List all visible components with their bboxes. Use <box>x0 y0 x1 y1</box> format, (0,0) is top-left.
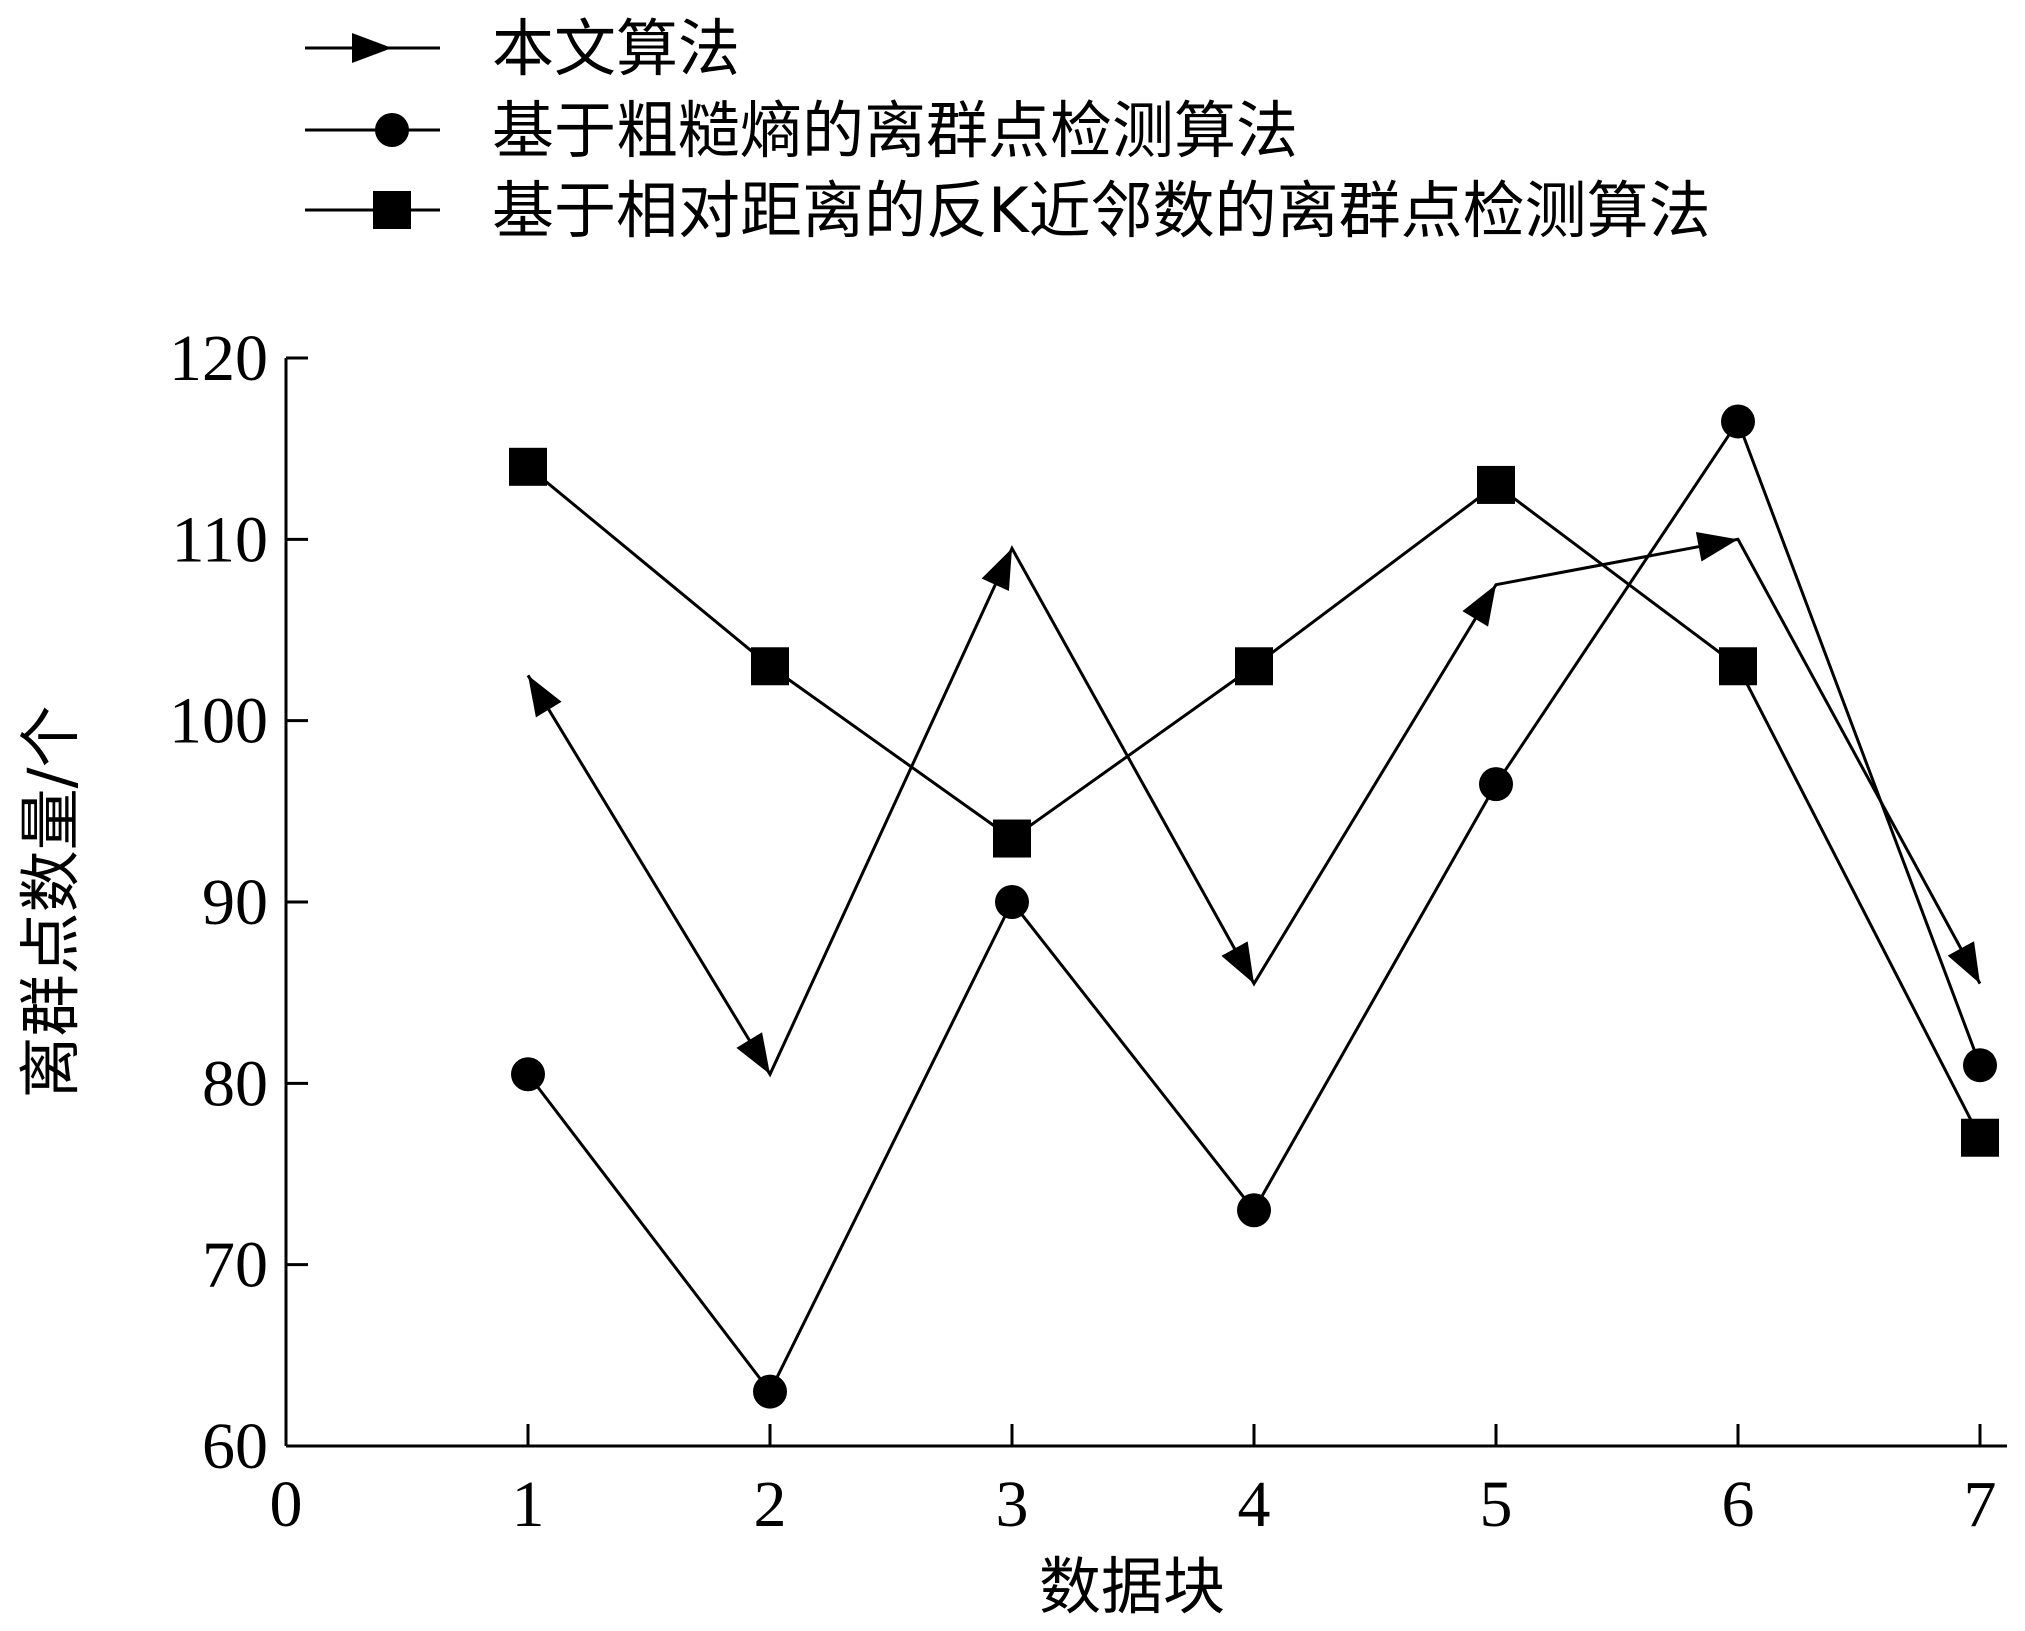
y-tick-label: 70 <box>202 1229 268 1302</box>
series-1 <box>526 531 1982 1078</box>
x-tick-label: 3 <box>996 1468 1029 1541</box>
y-axis-title: 离群点数量/个 <box>14 706 87 1099</box>
series-3 <box>509 447 1999 1157</box>
x-axis-title: 数据块 <box>1039 1550 1225 1623</box>
legend-item: 基于粗糙熵的离群点检测算法 <box>305 94 1298 167</box>
x-tick-label: 1 <box>512 1468 545 1541</box>
ticks: 60 70 80 90 100 110 120 0 1 2 3 4 5 6 7 <box>169 322 1997 1541</box>
series-line <box>526 418 1982 1395</box>
legend-label: 基于粗糙熵的离群点检测算法 <box>492 94 1298 167</box>
data-point-circle <box>1721 404 1755 439</box>
data-point-circle <box>1963 1048 1997 1083</box>
x-tick-label: 7 <box>1964 1468 1997 1541</box>
data-point-arrow <box>981 548 1012 592</box>
x-tick-label: 6 <box>1722 1468 1755 1541</box>
data-point-circle <box>375 113 409 147</box>
y-tick-label: 110 <box>171 503 268 576</box>
series-group <box>509 404 1999 1409</box>
data-point-square <box>1719 647 1757 686</box>
data-point-circle <box>995 885 1029 919</box>
x-tick-label: 0 <box>270 1468 303 1541</box>
legend-item: 基于相对距离的反K近邻数的离群点检测算法 <box>305 174 1711 247</box>
data-point-circle <box>1479 767 1513 802</box>
data-point-square <box>509 447 547 486</box>
legend-label: 本文算法 <box>492 12 740 85</box>
y-tick-label: 100 <box>169 685 268 758</box>
data-point-arrow <box>528 675 562 718</box>
axes <box>284 358 2007 1448</box>
data-point-arrow <box>1947 941 1980 984</box>
data-point-arrow <box>736 1032 770 1075</box>
data-point-circle <box>511 1057 545 1092</box>
data-point-circle <box>1237 1193 1271 1228</box>
data-point-arrow <box>352 33 392 63</box>
data-point-circle <box>753 1374 787 1409</box>
data-point-square <box>751 647 789 686</box>
data-point-square <box>1961 1118 1999 1157</box>
data-point-arrow <box>1695 531 1738 562</box>
data-point-square <box>373 191 411 229</box>
x-tick-label: 2 <box>754 1468 787 1541</box>
data-point-square <box>1235 647 1273 686</box>
legend-item: 本文算法 <box>305 12 740 85</box>
x-tick-label: 4 <box>1238 1468 1271 1541</box>
series-2 <box>511 404 1997 1409</box>
series-line <box>526 537 1982 1078</box>
data-point-arrow <box>1221 941 1254 984</box>
y-tick-label: 80 <box>202 1047 268 1120</box>
legend-label: 基于相对距离的反K近邻数的离群点检测算法 <box>492 174 1711 247</box>
y-tick-label: 60 <box>202 1410 268 1483</box>
data-point-square <box>1477 465 1515 504</box>
y-tick-label: 90 <box>202 866 268 939</box>
data-point-square <box>993 819 1031 858</box>
data-point-arrow <box>1462 584 1496 627</box>
x-tick-label: 5 <box>1480 1468 1513 1541</box>
y-tick-label: 120 <box>169 322 268 395</box>
